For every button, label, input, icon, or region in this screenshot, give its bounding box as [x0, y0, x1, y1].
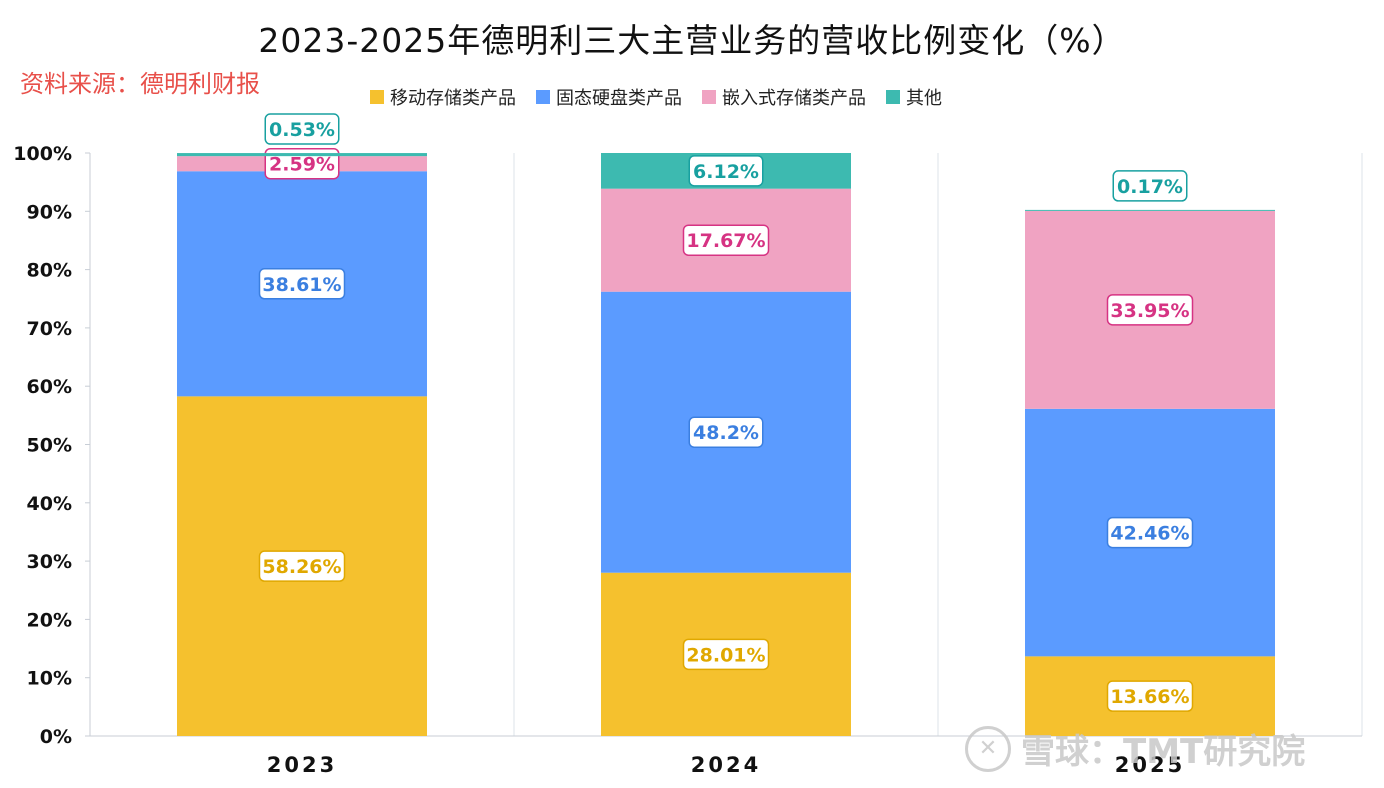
watermark-text: 雪球：TMT研究院 [1021, 732, 1306, 772]
legend-item-mobile[interactable]: 移动存储类产品 [370, 84, 516, 110]
data-label: 58.26% [262, 556, 341, 578]
y-tick-label: 90% [27, 201, 72, 223]
source-note: 资料来源：德明利财报 [20, 70, 260, 98]
data-label-box [688, 416, 764, 448]
x-tick-label: 2024 [691, 753, 761, 777]
data-label-box [1106, 680, 1194, 712]
legend-swatch [886, 90, 900, 104]
legend-label: 嵌入式存储类产品 [722, 88, 866, 109]
data-label: 48.2% [693, 422, 759, 444]
data-label-box [1106, 294, 1194, 326]
data-label: 13.66% [1110, 686, 1189, 708]
y-tick-label: 20% [27, 609, 72, 631]
legend-swatch [370, 90, 384, 104]
data-label: 17.67% [686, 230, 765, 252]
bar-segment [1025, 209, 1275, 211]
x-tick-label: 2025 [1115, 753, 1185, 777]
data-label: 28.01% [686, 644, 765, 666]
legend-swatch [702, 90, 716, 104]
legend: 移动存储类产品 固态硬盘类产品 嵌入式存储类产品 其他 [370, 84, 942, 110]
data-label: 42.46% [1110, 523, 1189, 545]
data-label: 2.59% [269, 154, 335, 176]
x-tick-label: 2023 [267, 753, 337, 777]
data-label: 38.61% [262, 274, 341, 296]
data-label-box [258, 550, 346, 582]
legend-label: 其他 [906, 88, 942, 109]
data-label-box [682, 638, 770, 671]
y-tick-label: 50% [27, 435, 72, 457]
data-label: 6.12% [693, 161, 759, 183]
chart-title: 2023-2025年德明利三大主营业务的营收比例变化（%） [258, 21, 1126, 60]
legend-label: 固态硬盘类产品 [556, 88, 682, 109]
legend-item-other[interactable]: 其他 [886, 84, 942, 110]
legend-swatch [536, 90, 550, 104]
data-label-box [264, 113, 340, 145]
data-label: 0.17% [1117, 176, 1183, 198]
legend-label: 移动存储类产品 [390, 88, 516, 109]
xueqiu-logo-icon: ✕ [965, 725, 1011, 772]
watermark: ✕ 雪球：TMT研究院 [965, 724, 1305, 773]
y-tick-label: 30% [27, 551, 72, 573]
data-label: 33.95% [1110, 300, 1189, 322]
y-tick-label: 40% [27, 493, 72, 515]
y-tick-label: 70% [27, 318, 72, 340]
data-label-box [1112, 170, 1188, 202]
data-label-box [264, 147, 340, 180]
legend-item-ssd[interactable]: 固态硬盘类产品 [536, 84, 682, 110]
data-label-box [258, 268, 346, 300]
y-tick-label: 60% [27, 376, 72, 398]
data-label-box [1106, 516, 1194, 549]
y-tick-label: 10% [27, 668, 72, 690]
y-tick-label: 0% [40, 726, 72, 748]
y-tick-label: 100% [13, 143, 72, 165]
bar-segment [177, 153, 427, 157]
data-label: 0.53% [269, 119, 335, 141]
data-label-box [688, 155, 764, 187]
data-label-box [682, 224, 770, 256]
y-tick-label: 80% [27, 260, 72, 282]
legend-item-embedded[interactable]: 嵌入式存储类产品 [702, 84, 866, 110]
